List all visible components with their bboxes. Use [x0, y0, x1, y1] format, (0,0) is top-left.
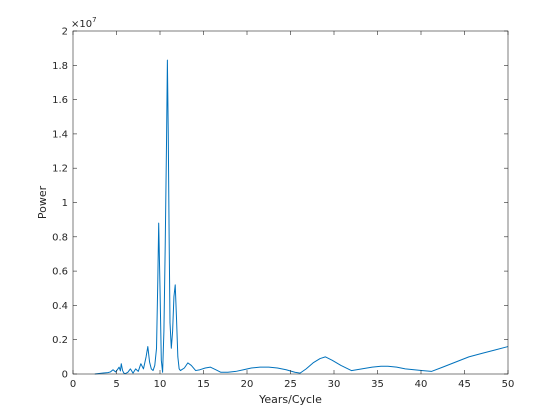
y-exponent-base: ×10 — [71, 19, 92, 30]
y-tick-label-6: 1.2 — [52, 164, 68, 175]
x-tick-label-9: 45 — [458, 379, 471, 390]
x-ticks: 0 5 10 15 20 25 30 35 40 45 50 — [70, 31, 515, 390]
y-axis-label: Power — [36, 185, 49, 219]
x-tick-label-8: 40 — [415, 379, 428, 390]
y-tick-label-8: 1.6 — [52, 95, 68, 106]
x-tick-label-0: 0 — [70, 379, 76, 390]
x-tick-label-6: 30 — [328, 379, 341, 390]
x-tick-label-1: 5 — [113, 379, 119, 390]
x-tick-label-4: 20 — [241, 379, 254, 390]
x-tick-label-5: 25 — [284, 379, 297, 390]
y-tick-label-1: 0.2 — [52, 335, 68, 346]
x-axis-label: Years/Cycle — [258, 393, 322, 406]
y-tick-label-9: 1.8 — [52, 61, 68, 72]
y-tick-label-4: 0.8 — [52, 232, 68, 243]
x-tick-label-3: 15 — [197, 379, 210, 390]
y-tick-label-7: 1.4 — [52, 129, 68, 140]
x-tick-label-7: 35 — [371, 379, 384, 390]
y-tick-label-10: 2 — [62, 27, 68, 38]
y-tick-label-5: 1 — [62, 198, 68, 209]
y-exponent-label: ×107 — [71, 16, 97, 30]
y-ticks: 0 0.2 0.4 0.6 0.8 1 1.2 1.4 1.6 1.8 2 — [52, 27, 508, 381]
y-tick-label-2: 0.4 — [52, 301, 68, 312]
plot-area — [73, 31, 508, 374]
series-line-0 — [94, 59, 509, 375]
x-tick-label-2: 10 — [154, 379, 167, 390]
y-exponent-power: 7 — [92, 16, 96, 24]
data-layer — [94, 59, 509, 375]
x-tick-label-10: 50 — [502, 379, 515, 390]
y-tick-label-0: 0 — [62, 370, 68, 381]
y-tick-label-3: 0.6 — [52, 267, 68, 278]
